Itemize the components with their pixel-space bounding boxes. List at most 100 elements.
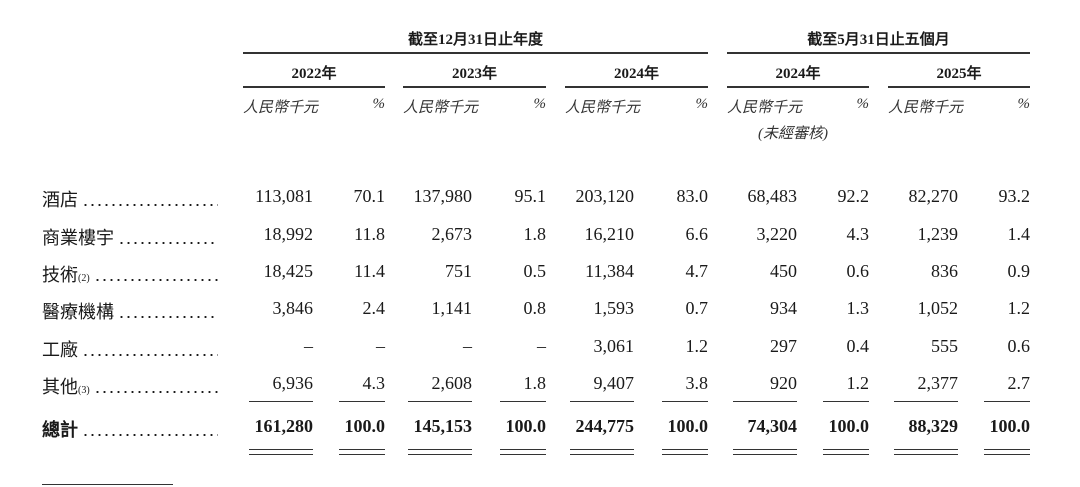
table-cell: 1.4 bbox=[1007, 224, 1031, 244]
divider bbox=[565, 86, 708, 88]
table-cell: 1,052 bbox=[917, 298, 959, 318]
total-double-underline bbox=[249, 449, 313, 451]
subtotal-underline bbox=[984, 401, 1030, 403]
table-cell: 2,673 bbox=[431, 224, 473, 244]
table-cell: 2.4 bbox=[362, 298, 386, 318]
table-cell: 555 bbox=[931, 336, 958, 356]
total-label: 總計 bbox=[42, 416, 218, 442]
table-cell: 113,081 bbox=[255, 186, 313, 206]
percent-label: % bbox=[533, 96, 547, 112]
leader-dots bbox=[82, 353, 218, 357]
table-cell: 0.8 bbox=[523, 298, 547, 318]
table-cell: 203,120 bbox=[575, 186, 635, 206]
table-cell: – bbox=[376, 336, 385, 356]
table-cell: 2,377 bbox=[917, 373, 959, 393]
table-cell: 6,936 bbox=[272, 373, 314, 393]
table-cell: 1.8 bbox=[523, 373, 547, 393]
table-cell: – bbox=[304, 336, 313, 356]
table-cell: 70.1 bbox=[353, 186, 386, 206]
total-double-underline bbox=[570, 454, 634, 456]
table-cell: 137,980 bbox=[413, 186, 473, 206]
percent-label: % bbox=[1017, 96, 1031, 112]
amount-unit-label: 人民幣千元 bbox=[727, 100, 803, 116]
table-cell: 6.6 bbox=[685, 224, 709, 244]
amount-unit-label: 人民幣千元 bbox=[243, 100, 319, 116]
table-cell: 1.2 bbox=[685, 336, 709, 356]
row-label: 酒店 bbox=[42, 186, 218, 212]
table-cell: 3,220 bbox=[756, 224, 798, 244]
total-double-underline bbox=[733, 449, 797, 451]
subtotal-underline bbox=[249, 401, 313, 403]
leader-dots bbox=[82, 433, 218, 437]
table-cell: 0.4 bbox=[846, 336, 870, 356]
total-double-underline bbox=[733, 454, 797, 456]
divider bbox=[727, 86, 869, 88]
footnote-ref: (2) bbox=[78, 273, 90, 284]
total-double-underline bbox=[894, 454, 958, 456]
total-double-underline bbox=[894, 449, 958, 451]
total-double-underline bbox=[662, 449, 708, 451]
percent-label: % bbox=[695, 96, 709, 112]
table-cell: 1,239 bbox=[917, 224, 959, 244]
subtotal-underline bbox=[408, 401, 472, 403]
table-cell: 1,593 bbox=[593, 298, 635, 318]
table-cell: 16,210 bbox=[584, 224, 635, 244]
percent-label: % bbox=[372, 96, 386, 112]
total-double-underline bbox=[984, 454, 1030, 456]
table-cell: 18,992 bbox=[263, 224, 314, 244]
year-header: 2024年 bbox=[775, 66, 821, 82]
total-cell: 100.0 bbox=[505, 416, 547, 436]
table-cell: 0.6 bbox=[1007, 336, 1031, 356]
table-cell: 0.7 bbox=[685, 298, 709, 318]
total-cell: 100.0 bbox=[989, 416, 1031, 436]
table-cell: 9,407 bbox=[593, 373, 635, 393]
amount-unit-label: 人民幣千元 bbox=[403, 100, 479, 116]
table-cell: – bbox=[463, 336, 472, 356]
row-label-text: 工廠 bbox=[42, 340, 78, 360]
total-double-underline bbox=[984, 449, 1030, 451]
divider bbox=[243, 52, 708, 54]
table-cell: 92.2 bbox=[837, 186, 870, 206]
subtotal-underline bbox=[570, 401, 634, 403]
table-cell: 1,141 bbox=[431, 298, 473, 318]
total-double-underline bbox=[408, 449, 472, 451]
row-label: 商業樓宇 bbox=[42, 224, 218, 250]
amount-unit-label: 人民幣千元 bbox=[888, 100, 964, 116]
total-double-underline bbox=[500, 449, 546, 451]
row-label-text: 酒店 bbox=[42, 190, 78, 210]
table-cell: – bbox=[537, 336, 546, 356]
percent-label: % bbox=[856, 96, 870, 112]
divider bbox=[243, 86, 385, 88]
subtotal-underline bbox=[662, 401, 708, 403]
row-label-text: 其他 bbox=[42, 377, 78, 397]
total-double-underline bbox=[570, 449, 634, 451]
year-header: 2023年 bbox=[451, 66, 497, 82]
table-cell: 83.0 bbox=[676, 186, 709, 206]
total-cell: 100.0 bbox=[344, 416, 386, 436]
table-cell: 4.3 bbox=[846, 224, 870, 244]
total-double-underline bbox=[662, 454, 708, 456]
subtotal-underline bbox=[733, 401, 797, 403]
table-cell: 3.8 bbox=[685, 373, 709, 393]
row-label-text: 技術 bbox=[42, 265, 78, 285]
table-cell: 95.1 bbox=[514, 186, 547, 206]
leader-dots bbox=[93, 278, 218, 282]
table-cell: 0.5 bbox=[523, 261, 547, 281]
footnote-ref: (3) bbox=[78, 385, 90, 396]
table-cell: 4.3 bbox=[362, 373, 386, 393]
row-label-text: 商業樓宇 bbox=[42, 228, 114, 248]
leader-dots bbox=[93, 390, 218, 394]
table-cell: 297 bbox=[770, 336, 797, 356]
subtotal-underline bbox=[894, 401, 958, 403]
total-double-underline bbox=[823, 449, 869, 451]
table-cell: 2.7 bbox=[1007, 373, 1031, 393]
year-header: 2022年 bbox=[291, 66, 337, 82]
subtotal-underline bbox=[823, 401, 869, 403]
year-header: 2025年 bbox=[936, 66, 982, 82]
row-label-text: 醫療機構 bbox=[42, 302, 114, 322]
total-double-underline bbox=[249, 454, 313, 456]
table-cell: 11.4 bbox=[354, 261, 385, 281]
table-cell: 3,846 bbox=[272, 298, 314, 318]
row-label: 技術 (2) bbox=[42, 261, 218, 287]
